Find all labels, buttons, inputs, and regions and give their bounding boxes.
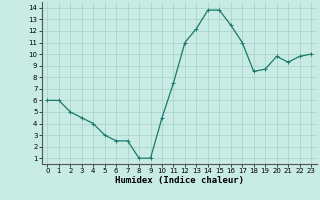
X-axis label: Humidex (Indice chaleur): Humidex (Indice chaleur) (115, 176, 244, 185)
